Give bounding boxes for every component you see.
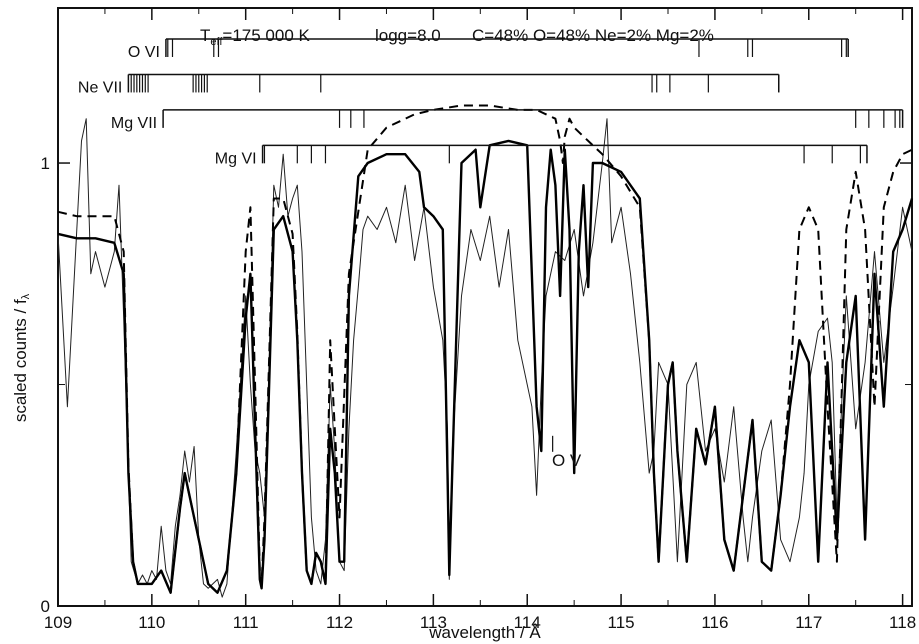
- y-tick-label: 0: [41, 597, 50, 616]
- line-id-label: Mg VII: [111, 115, 157, 132]
- chart-title-abundances: C=48% O=48% Ne=2% Mg=2%: [472, 26, 714, 45]
- x-tick-label: 115: [608, 613, 635, 632]
- x-axis-label: wavelength / Å: [428, 623, 541, 642]
- x-tick-label: 109: [44, 613, 72, 632]
- x-tick-label: 113: [420, 613, 447, 632]
- y-axis-label: scaled counts / fλ: [11, 293, 32, 422]
- x-tick-label: 110: [138, 613, 165, 632]
- x-tick-label: 118: [889, 613, 916, 632]
- chart-title-logg: logg=8.0: [375, 26, 441, 45]
- line-id-label: Mg VI: [215, 150, 257, 167]
- chart-title-teff: Teff=175 000 K: [200, 26, 311, 48]
- line-id-label: O VI: [128, 44, 160, 61]
- x-tick-label: 112: [326, 613, 353, 632]
- plot-frame: [57, 7, 913, 607]
- y-tick-label: 1: [41, 154, 50, 173]
- line-id-label: Ne VII: [78, 79, 122, 96]
- series-model-dashed: [57, 104, 913, 594]
- x-tick-label: 111: [233, 613, 259, 632]
- annotation-label: O V: [552, 451, 582, 470]
- series-observation-thin: [57, 118, 913, 598]
- x-tick-label: 117: [795, 613, 822, 632]
- series-model-solid: [57, 139, 914, 594]
- x-tick-label: 114: [514, 613, 541, 632]
- x-tick-label: 116: [701, 613, 728, 632]
